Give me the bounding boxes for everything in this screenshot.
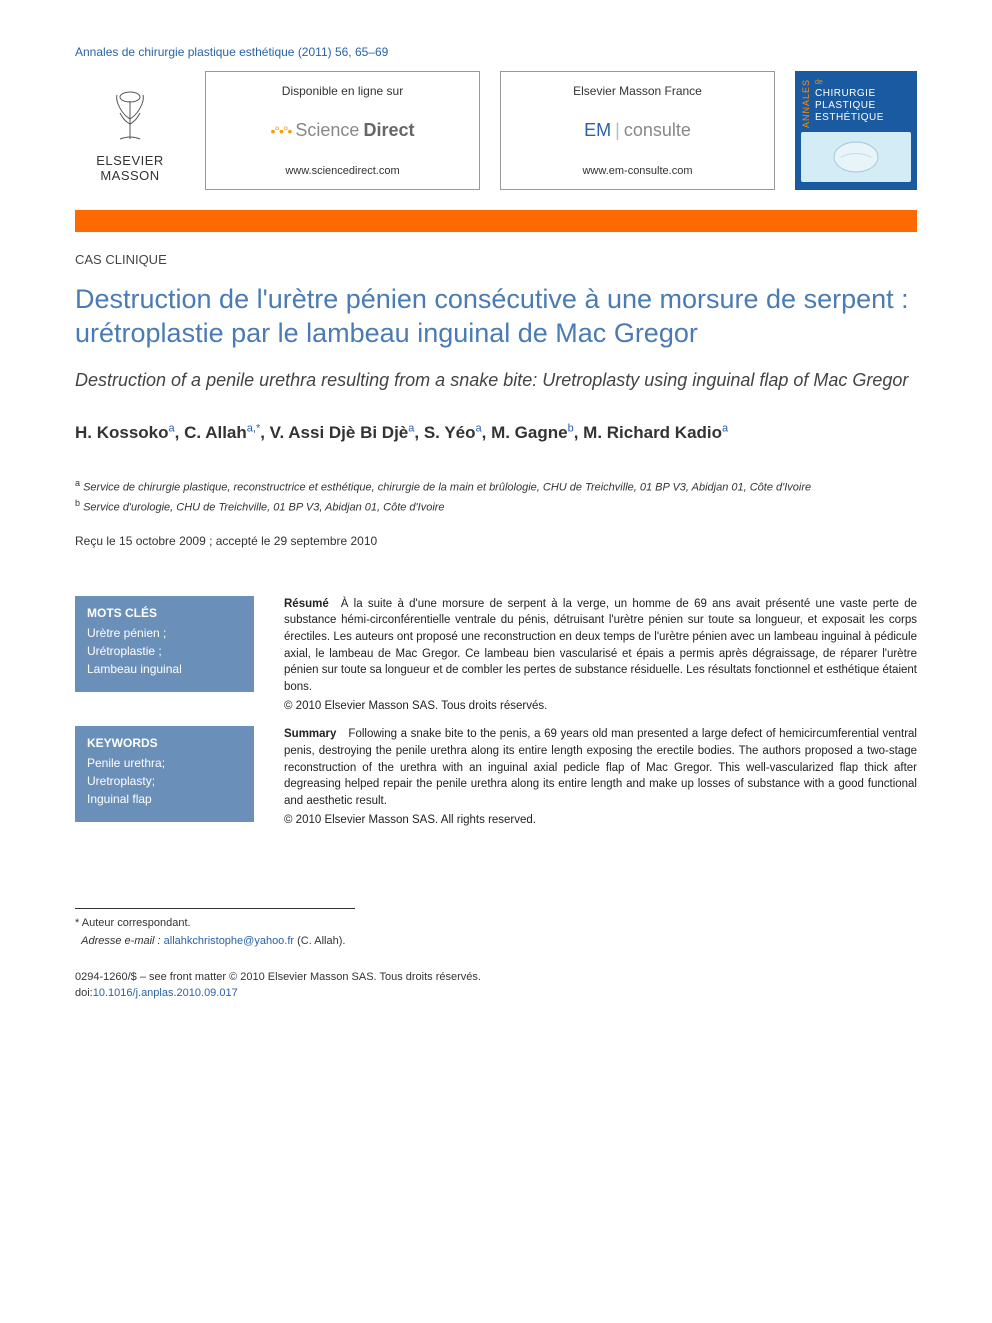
em-url[interactable]: www.em-consulte.com bbox=[511, 165, 764, 177]
sd-text-bold: Direct bbox=[363, 120, 414, 141]
cover-t3: ESTHÉTIQUE bbox=[815, 112, 911, 124]
sciencedirect-box: Disponible en ligne sur •°•°• ScienceDir… bbox=[205, 71, 480, 190]
publisher-line1: ELSEVIER bbox=[96, 153, 164, 169]
resume-block: MOTS CLÉS Urètre pénien ; Urétroplastie … bbox=[75, 596, 917, 715]
sd-url[interactable]: www.sciencedirect.com bbox=[216, 165, 469, 177]
publisher-line2: MASSON bbox=[96, 168, 164, 184]
cover-t1: CHIRURGIE bbox=[815, 88, 911, 100]
sd-text-light: Science bbox=[295, 120, 359, 141]
email-line: Adresse e-mail : allahkchristophe@yahoo.… bbox=[75, 933, 355, 951]
emconsulte-logo: EM|consulte bbox=[511, 120, 764, 141]
summary-text: Following a snake bite to the penis, a 6… bbox=[284, 728, 917, 807]
em-text-bold: EM bbox=[584, 120, 611, 141]
resume-heading: Résumé bbox=[284, 598, 329, 610]
affiliations: a Service de chirurgie plastique, recons… bbox=[75, 477, 917, 515]
doi-line: doi:10.1016/j.anplas.2010.09.017 bbox=[75, 985, 917, 1002]
resume-copyright: © 2010 Elsevier Masson SAS. Tous droits … bbox=[284, 698, 917, 715]
doi-link[interactable]: 10.1016/j.anplas.2010.09.017 bbox=[93, 987, 238, 999]
article-title: Destruction de l'urètre pénien consécuti… bbox=[75, 283, 917, 351]
email-who: (C. Allah). bbox=[297, 935, 345, 947]
em-publisher-text: Elsevier Masson France bbox=[511, 84, 764, 98]
affiliation-b-text: Service d'urologie, CHU de Treichville, … bbox=[83, 501, 444, 513]
email-label: Adresse e-mail : bbox=[81, 935, 160, 947]
journal-reference: Annales de chirurgie plastique esthétiqu… bbox=[75, 45, 917, 59]
header-banners: ELSEVIER MASSON Disponible en ligne sur … bbox=[75, 71, 917, 190]
cover-annales: ANNALES bbox=[801, 79, 811, 128]
publisher-name: ELSEVIER MASSON bbox=[96, 153, 164, 184]
corresponding-email-link[interactable]: allahkchristophe@yahoo.fr bbox=[164, 935, 294, 947]
resume-text: À la suite à d'une morsure de serpent à … bbox=[284, 598, 917, 693]
article-subtitle: Destruction of a penile urethra resultin… bbox=[75, 369, 917, 392]
front-matter: 0294-1260/$ – see front matter © 2010 El… bbox=[75, 969, 917, 1002]
affiliation-b: b Service d'urologie, CHU de Treichville… bbox=[75, 497, 917, 516]
mots-cles-heading: MOTS CLÉS bbox=[87, 606, 242, 620]
authors-list: H. Kossokoa, C. Allaha,*, V. Assi Djè Bi… bbox=[75, 420, 917, 446]
summary-block: KEYWORDS Penile urethra; Uretroplasty; I… bbox=[75, 726, 917, 828]
sd-available-text: Disponible en ligne sur bbox=[216, 84, 469, 98]
cover-thumbnail-icon bbox=[801, 132, 911, 182]
front-matter-text: 0294-1260/$ – see front matter © 2010 El… bbox=[75, 969, 917, 986]
cover-t2: PLASTIQUE bbox=[815, 100, 911, 112]
mots-cles-list: Urètre pénien ; Urétroplastie ; Lambeau … bbox=[87, 624, 242, 678]
journal-cover: ANNALES de CHIRURGIE PLASTIQUE ESTHÉTIQU… bbox=[795, 71, 917, 190]
publisher-logo: ELSEVIER MASSON bbox=[75, 71, 185, 190]
emconsulte-box: Elsevier Masson France EM|consulte www.e… bbox=[500, 71, 775, 190]
sciencedirect-logo: •°•°• ScienceDirect bbox=[216, 120, 469, 141]
cover-de: de bbox=[815, 79, 911, 86]
corresponding-author: * Auteur correspondant. bbox=[75, 915, 355, 933]
center-banners: Disponible en ligne sur •°•°• ScienceDir… bbox=[205, 71, 775, 190]
sd-dots-icon: •°•°• bbox=[271, 123, 292, 139]
elsevier-tree-icon bbox=[100, 87, 160, 147]
summary-heading: Summary bbox=[284, 728, 336, 740]
article-type-label: CAS CLINIQUE bbox=[75, 252, 917, 267]
footnotes: * Auteur correspondant. Adresse e-mail :… bbox=[75, 908, 355, 950]
article-dates: Reçu le 15 octobre 2009 ; accepté le 29 … bbox=[75, 534, 917, 548]
keywords-list: Penile urethra; Uretroplasty; Inguinal f… bbox=[87, 754, 242, 808]
orange-divider-bar bbox=[75, 210, 917, 232]
resume-body: RésuméÀ la suite à d'une morsure de serp… bbox=[284, 596, 917, 715]
summary-body: SummaryFollowing a snake bite to the pen… bbox=[284, 726, 917, 828]
keywords-heading: KEYWORDS bbox=[87, 736, 242, 750]
doi-label: doi: bbox=[75, 987, 93, 999]
cover-title-lines: CHIRURGIE PLASTIQUE ESTHÉTIQUE bbox=[815, 88, 911, 124]
em-text-light: consulte bbox=[624, 120, 691, 141]
affiliation-a: a Service de chirurgie plastique, recons… bbox=[75, 477, 917, 496]
keywords-box: KEYWORDS Penile urethra; Uretroplasty; I… bbox=[75, 726, 254, 822]
affiliation-a-text: Service de chirurgie plastique, reconstr… bbox=[83, 482, 811, 494]
corr-text: Auteur correspondant. bbox=[82, 917, 191, 929]
mots-cles-box: MOTS CLÉS Urètre pénien ; Urétroplastie … bbox=[75, 596, 254, 692]
summary-copyright: © 2010 Elsevier Masson SAS. All rights r… bbox=[284, 812, 917, 829]
article-page: Annales de chirurgie plastique esthétiqu… bbox=[0, 0, 992, 1042]
